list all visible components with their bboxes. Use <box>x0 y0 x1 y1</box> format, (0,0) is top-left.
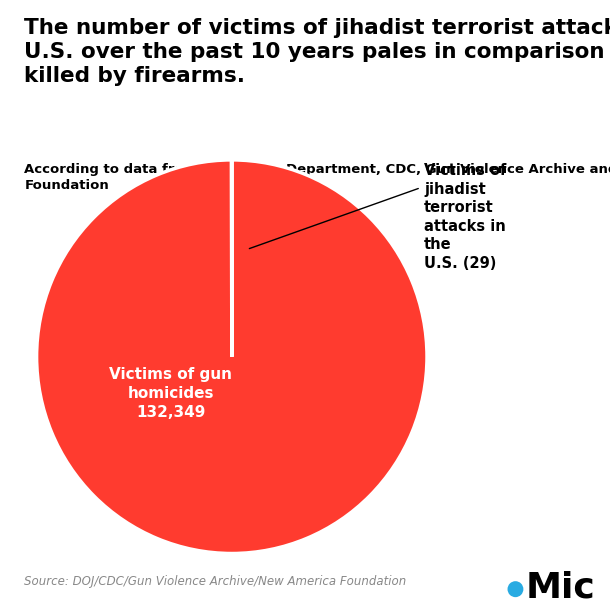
Text: The number of victims of jihadist terrorist attacks in the
U.S. over the past 10: The number of victims of jihadist terror… <box>24 18 610 87</box>
Text: Victims of
jihadist
terrorist
attacks in
the
U.S. (29): Victims of jihadist terrorist attacks in… <box>424 163 506 271</box>
Text: According to data from the Justice Department, CDC, Gun Violence Archive and the: According to data from the Justice Depar… <box>24 163 610 192</box>
Text: Mic: Mic <box>526 570 595 605</box>
Circle shape <box>508 581 523 597</box>
Text: Victims of gun
homicides
132,349: Victims of gun homicides 132,349 <box>109 368 232 419</box>
Wedge shape <box>37 160 427 554</box>
Text: Source: DOJ/CDC/Gun Violence Archive/New America Foundation: Source: DOJ/CDC/Gun Violence Archive/New… <box>24 574 407 588</box>
